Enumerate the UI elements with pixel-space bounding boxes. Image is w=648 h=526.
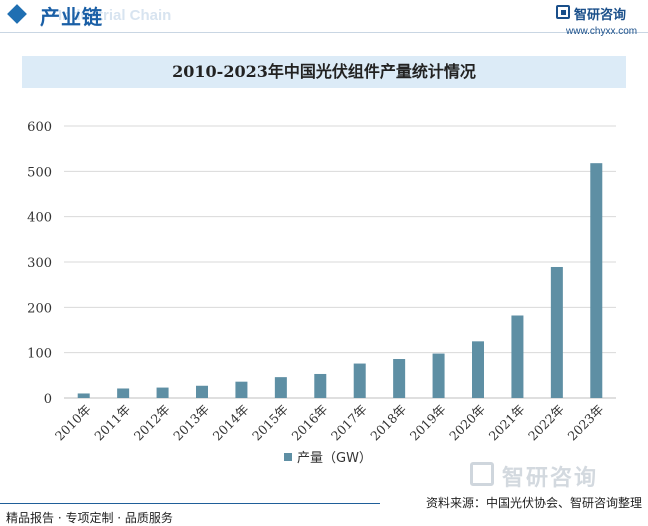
bar — [472, 341, 484, 398]
x-tick-label: 2021年 — [486, 402, 528, 444]
bar — [511, 315, 524, 398]
footer-tagline: 精品报告 · 专项定制 · 品质服务 — [6, 511, 173, 525]
bar — [117, 388, 130, 398]
x-tick-label: 2018年 — [367, 402, 409, 444]
diamond-icon — [7, 4, 27, 24]
x-tick-label: 2017年 — [328, 402, 370, 444]
bar-chart: 01002003004005006002010年2011年2012年2013年2… — [27, 120, 616, 466]
bar — [432, 353, 445, 398]
y-tick-label: 400 — [27, 211, 52, 226]
x-tick-label: 2013年 — [170, 402, 212, 444]
y-tick-label: 600 — [27, 120, 52, 135]
footer-divider — [0, 503, 380, 504]
bar — [590, 163, 603, 398]
x-tick-label: 2019年 — [407, 402, 449, 444]
x-tick-label: 2022年 — [525, 402, 567, 444]
brand: 智研咨询 www.chyxx.com — [552, 2, 642, 42]
bar — [77, 393, 90, 398]
x-tick-label: 2020年 — [446, 402, 488, 444]
header-title: 产业链 — [40, 5, 103, 29]
source-note: 资料来源：中国光伏协会、智研咨询整理 — [425, 496, 642, 510]
watermark-logo-icon — [470, 462, 494, 486]
chart-title: 2010-2023年中国光伏组件产量统计情况 — [172, 62, 476, 81]
watermark-text: 智研咨询 — [502, 466, 599, 491]
bar — [353, 363, 366, 398]
y-tick-label: 100 — [27, 347, 52, 362]
y-tick-label: 300 — [27, 256, 52, 271]
x-tick-label: 2010年 — [52, 402, 94, 444]
bar — [393, 359, 406, 398]
bar — [314, 373, 327, 398]
bar — [196, 385, 208, 398]
x-tick-label: 2023年 — [564, 402, 606, 444]
bar — [274, 377, 287, 398]
bar — [156, 387, 169, 398]
x-tick-label: 2016年 — [288, 402, 330, 444]
x-tick-label: 2014年 — [210, 402, 252, 444]
header-divider — [0, 32, 648, 33]
x-tick-label: 2011年 — [91, 402, 133, 444]
y-tick-label: 200 — [27, 301, 52, 316]
header-subtitle: Industrial Chain — [58, 7, 172, 24]
chart-title-box: 2010-2023年中国光伏组件产量统计情况 — [22, 56, 626, 88]
legend-swatch — [284, 453, 292, 461]
x-tick-label: 2012年 — [131, 402, 173, 444]
bar — [235, 381, 248, 398]
y-tick-label: 0 — [44, 392, 52, 407]
legend-label: 产量（GW） — [297, 451, 372, 466]
brand-name: 智研咨询 — [574, 8, 627, 23]
bar — [550, 266, 563, 398]
brand-logo-icon — [556, 5, 570, 19]
y-tick-label: 500 — [27, 165, 52, 180]
x-tick-label: 2015年 — [249, 402, 291, 444]
header: Industrial Chain 产业链 智研咨询 www.chyxx.com — [0, 0, 648, 44]
brand-url: www.chyxx.com — [566, 26, 638, 37]
